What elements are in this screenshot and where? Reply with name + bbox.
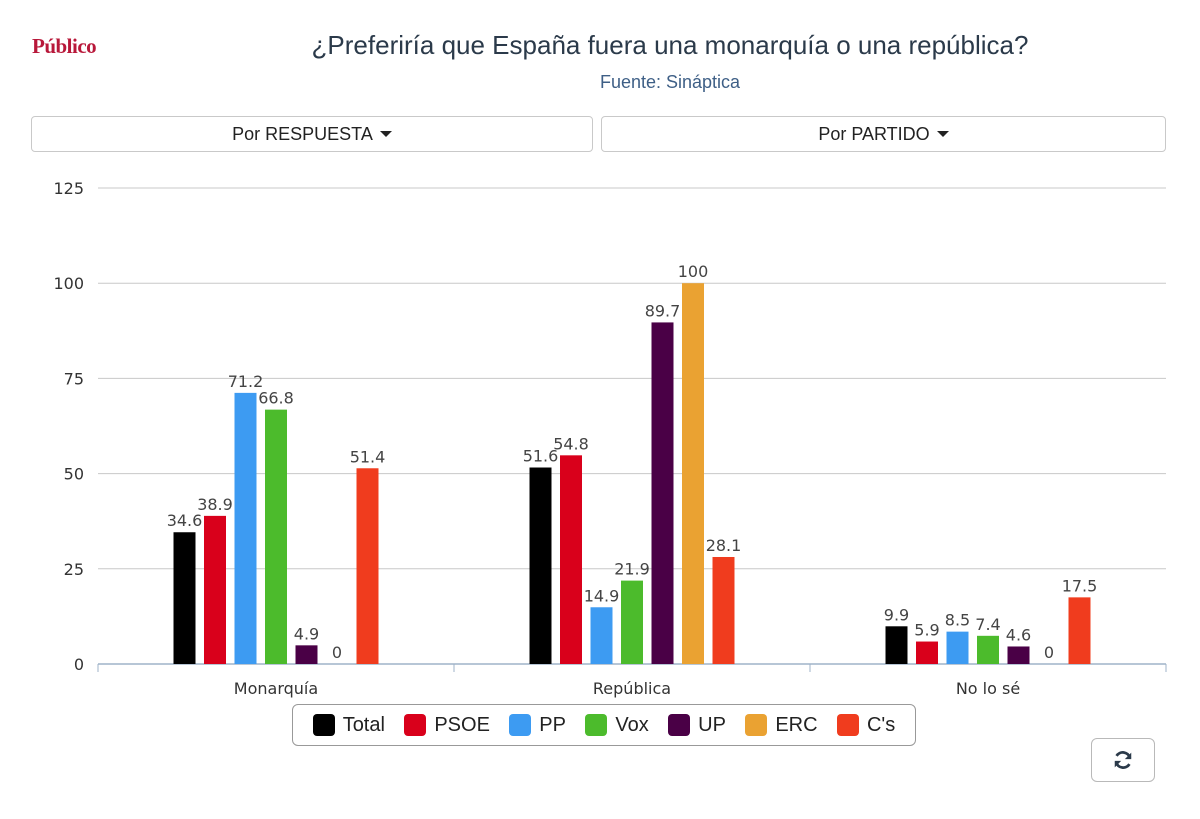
bar: [295, 645, 318, 664]
data-label: 4.6: [1006, 625, 1031, 644]
y-tick-label: 50: [64, 465, 84, 484]
chart-title: ¿Preferiría que España fuera una monarqu…: [311, 30, 1029, 60]
data-label: 21.9: [614, 560, 650, 579]
bar: [916, 641, 938, 664]
data-label: 7.4: [975, 615, 1000, 634]
bar: [946, 631, 969, 664]
data-label: 54.8: [553, 434, 589, 453]
bar: [1068, 597, 1091, 664]
bar: [234, 392, 257, 664]
by-answer-dropdown[interactable]: Por RESPUESTA: [31, 116, 593, 152]
legend-item[interactable]: UP: [668, 714, 726, 737]
chart-subtitle: Fuente: Sináptica: [599, 72, 741, 92]
x-tick-label: Monarquía: [234, 679, 318, 698]
data-label: 66.8: [258, 389, 294, 408]
y-tick-label: 100: [53, 274, 84, 293]
legend-item[interactable]: PP: [509, 714, 566, 737]
caret-down-icon: [936, 131, 949, 137]
bar-chart: 0 25 50 75 100 125 34.638.9 71.266.8 4.9 0 51.4 Mon…: [53, 179, 1167, 698]
legend-item[interactable]: ERC: [745, 713, 818, 737]
data-label: 17.5: [1062, 576, 1098, 595]
data-label: 51.4: [350, 447, 386, 466]
data-label: 5.9: [914, 621, 939, 640]
bar: [1007, 646, 1030, 664]
legend-item[interactable]: Vox: [585, 713, 649, 737]
refresh-button[interactable]: [1091, 738, 1155, 782]
legend-label: C's: [866, 713, 896, 736]
bar: [651, 322, 674, 664]
legend-label: Vox: [615, 713, 649, 736]
bar: [682, 283, 704, 664]
data-label: 100: [678, 262, 709, 281]
data-label: 38.9: [197, 495, 233, 514]
bar: [712, 556, 735, 664]
legend-item[interactable]: Total: [312, 713, 385, 737]
y-tick-label: 125: [53, 179, 84, 198]
bar: [885, 626, 908, 664]
by-party-label: Por PARTIDO: [818, 123, 930, 144]
y-tick-label: 0: [74, 655, 84, 674]
bar: [204, 515, 226, 664]
legend-swatch: [509, 714, 532, 736]
x-tick-label: República: [593, 679, 671, 698]
y-tick-label: 25: [64, 560, 84, 579]
data-label: 71.2: [228, 372, 264, 391]
legend-item[interactable]: PSOE: [404, 714, 490, 737]
data-label: 89.7: [645, 301, 681, 320]
chart-legend: Total PSOE PP Vox UP ERC C's: [292, 704, 916, 746]
data-label: 14.9: [584, 586, 620, 605]
legend-label: UP: [698, 713, 726, 736]
legend-item[interactable]: C's: [836, 713, 896, 737]
bar: [356, 468, 379, 664]
legend-label: ERC: [775, 713, 818, 736]
data-label: 9.9: [884, 605, 909, 624]
publico-logo: Público: [32, 34, 97, 58]
y-tick-label: 75: [64, 369, 84, 388]
legend-swatch: [668, 714, 691, 736]
legend-label: Total: [342, 713, 385, 736]
by-answer-label: Por RESPUESTA: [232, 123, 373, 144]
refresh-icon: [1114, 751, 1132, 769]
bar: [173, 532, 196, 664]
data-label: 34.6: [167, 511, 203, 530]
legend-swatch: [836, 714, 859, 736]
bar: [560, 455, 582, 664]
data-label: 0: [332, 643, 342, 662]
bar: [590, 607, 613, 664]
legend-swatch: [585, 714, 608, 736]
legend-label: PP: [539, 713, 566, 736]
by-party-dropdown[interactable]: Por PARTIDO: [601, 116, 1166, 152]
data-label: 28.1: [706, 536, 742, 555]
x-tick-label: No lo sé: [956, 679, 1020, 698]
data-label: 4.9: [294, 624, 319, 643]
legend-swatch: [404, 714, 427, 736]
legend-swatch: [745, 714, 768, 736]
caret-down-icon: [379, 131, 392, 137]
bar: [265, 409, 287, 664]
data-label: 0: [1044, 643, 1054, 662]
legend-label: PSOE: [434, 713, 490, 736]
data-label: 8.5: [945, 611, 970, 630]
bar: [977, 635, 999, 664]
bar: [529, 467, 552, 664]
data-label: 51.6: [523, 447, 559, 466]
legend-swatch: [312, 714, 335, 736]
bar: [621, 580, 643, 664]
